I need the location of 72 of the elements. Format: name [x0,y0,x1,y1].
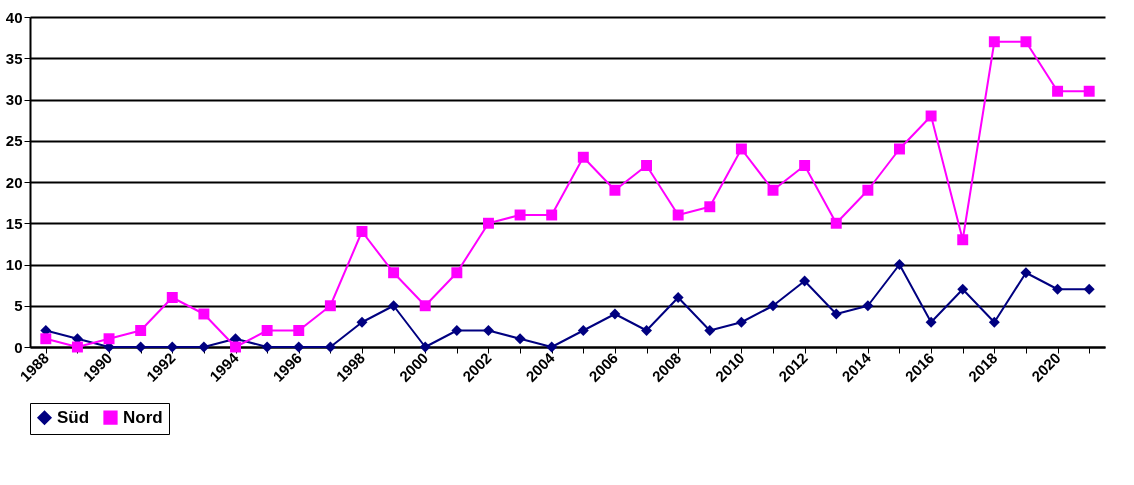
point [198,341,210,353]
y-tick-label: 20 [5,173,23,191]
point [514,209,526,221]
y-tick-label: 35 [5,49,23,67]
point [609,184,621,196]
point [166,292,178,303]
y-tick-label: 10 [5,256,23,273]
point [230,341,241,353]
point [71,341,83,353]
point [324,300,336,312]
point [957,283,969,295]
point [862,300,874,312]
point [704,201,716,213]
point [419,341,431,353]
point [735,143,747,155]
y-tick-label: 40 [5,8,23,26]
point [925,316,937,328]
point [957,234,969,246]
point [1083,283,1095,295]
point [1020,36,1032,48]
point [894,143,905,155]
point [451,267,463,279]
point [40,333,52,345]
point [799,160,811,171]
point [1020,267,1032,279]
point [577,151,589,163]
point [388,300,400,312]
point [103,333,115,345]
y-tick-label: 0 [14,338,23,356]
legend-label: Nord [123,407,163,427]
y-tick-label: 30 [5,91,23,108]
point [388,267,400,279]
y-tick-label: 25 [5,132,23,150]
point [356,316,368,328]
y-tick-label: 15 [5,214,23,232]
point [894,259,905,270]
point [862,184,874,196]
point [546,209,558,221]
point [767,184,779,196]
legend-label: Süd [57,407,90,427]
point [641,160,653,171]
point [672,209,684,221]
point [293,341,305,353]
point [451,325,463,336]
point [830,217,842,229]
point [1083,85,1095,97]
point [261,341,273,353]
point [293,325,305,336]
point [1052,283,1064,295]
point [482,325,494,336]
point [672,292,684,303]
point [704,325,716,336]
point [925,110,937,122]
point [799,275,811,287]
point [988,316,1000,328]
point [609,308,621,320]
point [767,300,779,312]
point [988,36,1000,48]
y-tick-label: 5 [14,297,23,315]
point [135,325,147,336]
point [514,333,526,345]
point [198,308,210,320]
point [735,316,747,328]
point [577,325,589,336]
point [830,308,842,320]
point [546,341,558,353]
point [261,325,273,336]
point [482,217,494,229]
point [356,226,368,237]
point [419,300,431,312]
point [641,325,653,336]
point [1052,85,1064,97]
